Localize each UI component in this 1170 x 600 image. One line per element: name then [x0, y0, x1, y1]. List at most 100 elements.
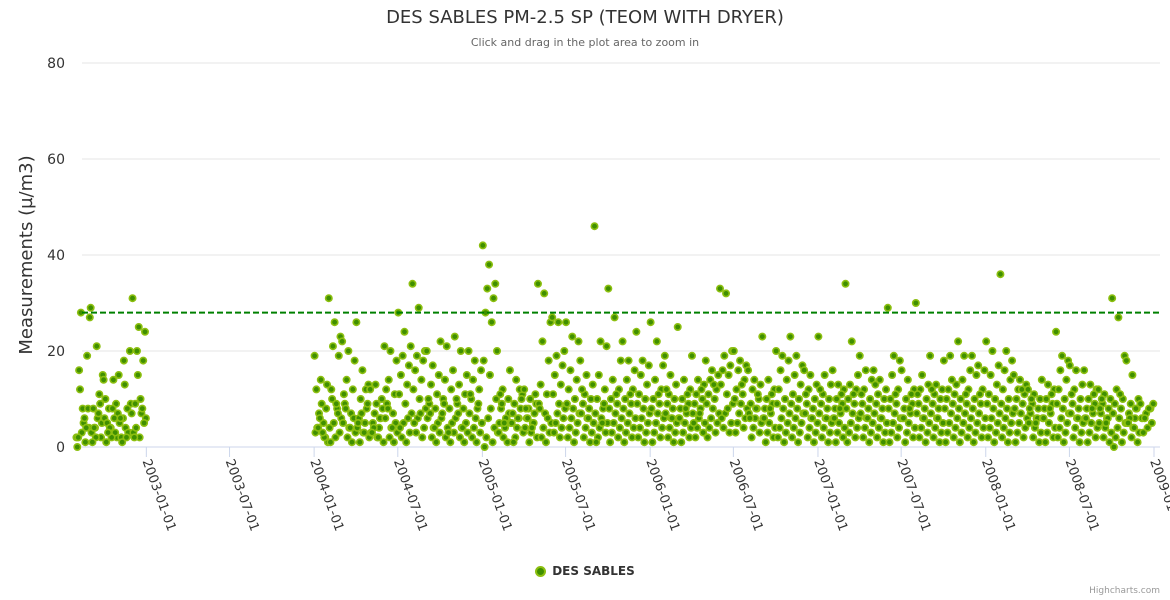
data-point[interactable]: [640, 438, 649, 447]
data-point[interactable]: [824, 438, 833, 447]
data-point[interactable]: [802, 399, 811, 408]
data-point[interactable]: [594, 370, 603, 379]
data-point[interactable]: [731, 428, 740, 437]
data-point[interactable]: [651, 375, 660, 384]
data-point[interactable]: [664, 433, 673, 442]
data-point[interactable]: [1061, 428, 1070, 437]
data-point[interactable]: [658, 423, 667, 432]
data-point[interactable]: [652, 337, 661, 346]
data-point[interactable]: [504, 394, 513, 403]
data-point[interactable]: [885, 438, 894, 447]
data-point[interactable]: [574, 337, 583, 346]
data-point[interactable]: [903, 375, 912, 384]
data-point[interactable]: [86, 303, 95, 312]
data-point[interactable]: [622, 428, 631, 437]
data-point[interactable]: [840, 423, 849, 432]
data-point[interactable]: [415, 394, 424, 403]
data-point[interactable]: [650, 428, 659, 437]
data-point[interactable]: [848, 409, 857, 418]
data-point[interactable]: [392, 356, 401, 365]
data-point[interactable]: [796, 380, 805, 389]
data-point[interactable]: [778, 351, 787, 360]
data-point[interactable]: [926, 409, 935, 418]
data-point[interactable]: [1077, 428, 1086, 437]
data-point[interactable]: [1024, 385, 1033, 394]
data-point[interactable]: [853, 423, 862, 432]
data-point[interactable]: [697, 385, 706, 394]
data-point[interactable]: [555, 433, 564, 442]
data-point[interactable]: [775, 423, 784, 432]
data-point[interactable]: [789, 423, 798, 432]
data-point[interactable]: [102, 438, 111, 447]
data-point[interactable]: [396, 370, 405, 379]
data-point[interactable]: [699, 428, 708, 437]
data-point[interactable]: [714, 370, 723, 379]
data-point[interactable]: [997, 399, 1006, 408]
data-point[interactable]: [874, 423, 883, 432]
data-point[interactable]: [521, 404, 530, 413]
data-point[interactable]: [962, 399, 971, 408]
data-point[interactable]: [326, 438, 335, 447]
data-point[interactable]: [847, 337, 856, 346]
data-point[interactable]: [1037, 375, 1046, 384]
data-point[interactable]: [988, 346, 997, 355]
data-point[interactable]: [468, 433, 477, 442]
data-point[interactable]: [1106, 394, 1115, 403]
data-point[interactable]: [500, 418, 509, 427]
data-point[interactable]: [355, 438, 364, 447]
data-point[interactable]: [370, 409, 379, 418]
data-point[interactable]: [527, 423, 536, 432]
data-point[interactable]: [967, 351, 976, 360]
data-point[interactable]: [942, 394, 951, 403]
data-point[interactable]: [749, 423, 758, 432]
data-point[interactable]: [1140, 414, 1149, 423]
data-point[interactable]: [634, 433, 643, 442]
data-point[interactable]: [665, 423, 674, 432]
data-point[interactable]: [902, 428, 911, 437]
data-point[interactable]: [941, 438, 950, 447]
data-point[interactable]: [581, 423, 590, 432]
data-point[interactable]: [1005, 428, 1014, 437]
data-point[interactable]: [865, 438, 874, 447]
data-point[interactable]: [654, 390, 663, 399]
data-point[interactable]: [310, 351, 319, 360]
data-point[interactable]: [863, 414, 872, 423]
data-point[interactable]: [616, 356, 625, 365]
data-point[interactable]: [89, 404, 98, 413]
data-point[interactable]: [1099, 433, 1108, 442]
data-point[interactable]: [562, 318, 571, 327]
data-point[interactable]: [959, 418, 968, 427]
data-point[interactable]: [1052, 399, 1061, 408]
data-point[interactable]: [128, 294, 137, 303]
data-point[interactable]: [795, 428, 804, 437]
data-point[interactable]: [855, 351, 864, 360]
data-point[interactable]: [889, 351, 898, 360]
data-point[interactable]: [617, 414, 626, 423]
data-point[interactable]: [1081, 414, 1090, 423]
data-point[interactable]: [474, 399, 483, 408]
data-point[interactable]: [339, 418, 348, 427]
data-point[interactable]: [897, 366, 906, 375]
data-point[interactable]: [868, 418, 877, 427]
data-point[interactable]: [861, 366, 870, 375]
data-point[interactable]: [1010, 404, 1019, 413]
data-point[interactable]: [563, 433, 572, 442]
data-point[interactable]: [328, 394, 337, 403]
data-point[interactable]: [975, 390, 984, 399]
data-point[interactable]: [1068, 399, 1077, 408]
data-point[interactable]: [1027, 394, 1036, 403]
data-point[interactable]: [335, 428, 344, 437]
data-point[interactable]: [1058, 404, 1067, 413]
data-point[interactable]: [507, 418, 516, 427]
data-point[interactable]: [1130, 423, 1139, 432]
data-point[interactable]: [1085, 428, 1094, 437]
data-point[interactable]: [892, 399, 901, 408]
data-point[interactable]: [436, 337, 445, 346]
data-point[interactable]: [809, 438, 818, 447]
data-point[interactable]: [1060, 394, 1069, 403]
data-point[interactable]: [554, 318, 563, 327]
data-point[interactable]: [733, 418, 742, 427]
data-point[interactable]: [517, 394, 526, 403]
data-point[interactable]: [1067, 390, 1076, 399]
